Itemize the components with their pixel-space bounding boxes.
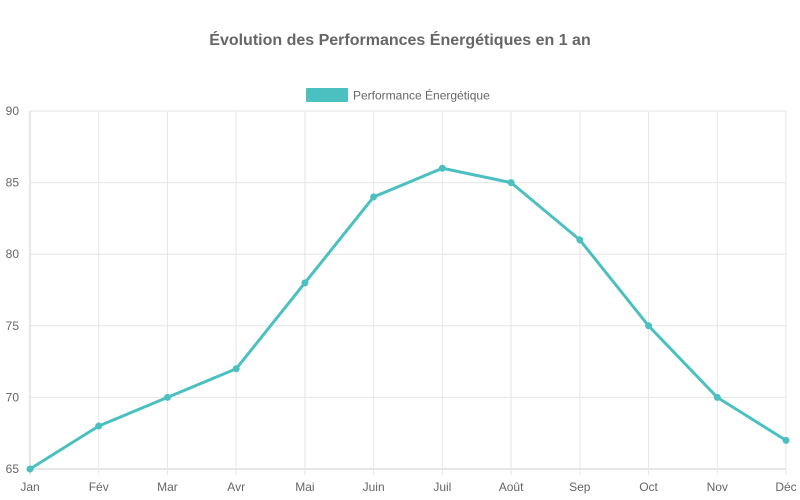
y-tick-label: 70	[6, 390, 20, 404]
y-tick-label: 65	[6, 462, 20, 476]
y-tick-label: 90	[6, 104, 20, 118]
x-tick-label: Nov	[707, 480, 728, 494]
data-point[interactable]	[95, 422, 103, 430]
legend[interactable]: Performance Énergétique	[306, 88, 490, 103]
y-tick-label: 85	[6, 176, 20, 190]
series	[26, 164, 790, 473]
x-tick-label: Juil	[433, 480, 451, 494]
x-tick-label: Sep	[569, 480, 591, 494]
series-line	[28, 166, 788, 471]
legend-swatch[interactable]	[306, 88, 348, 102]
data-point[interactable]	[645, 322, 653, 330]
data-point[interactable]	[163, 393, 171, 401]
x-tick-label: Fév	[89, 480, 109, 494]
x-tick-label: Déc	[775, 480, 796, 494]
x-tick-label: Mai	[295, 480, 314, 494]
x-tick-label: Jan	[20, 480, 39, 494]
data-point[interactable]	[782, 436, 790, 444]
grid	[29, 110, 787, 475]
data-point[interactable]	[301, 279, 309, 287]
chart-title: Évolution des Performances Énergétiques …	[209, 30, 590, 49]
x-tick-label: Août	[499, 480, 524, 494]
data-point[interactable]	[438, 164, 446, 172]
x-tick-label: Avr	[227, 480, 245, 494]
data-point[interactable]	[26, 465, 34, 473]
x-tick-label: Juin	[363, 480, 385, 494]
y-tick-label: 75	[6, 319, 20, 333]
x-tick-label: Mar	[157, 480, 178, 494]
x-tick-label: Oct	[639, 480, 658, 494]
data-point[interactable]	[370, 193, 378, 201]
legend-label[interactable]: Performance Énergétique	[353, 88, 490, 103]
axes: 65 70 75 80 85 90 Jan Fév Mar Avr Mai Juin Juil Août S…	[6, 104, 797, 494]
data-point[interactable]	[232, 365, 240, 373]
data-point[interactable]	[507, 179, 515, 187]
data-point[interactable]	[713, 393, 721, 401]
data-point[interactable]	[576, 236, 584, 244]
y-tick-label: 80	[6, 247, 20, 261]
